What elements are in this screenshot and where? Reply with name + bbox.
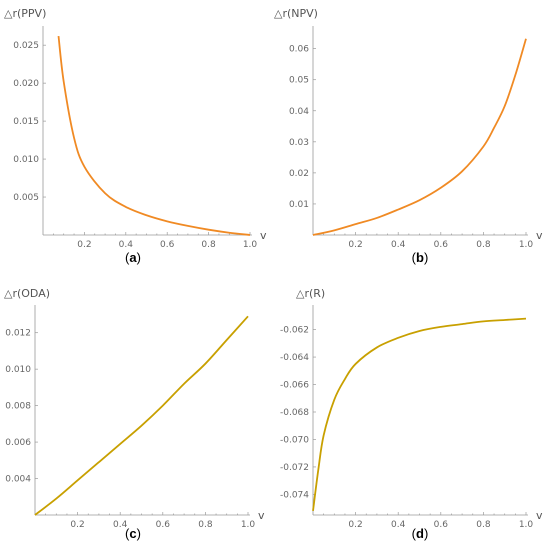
series-line	[312, 38, 527, 236]
x-tick-label: 0.6	[434, 520, 449, 530]
y-tick-label: -0.066	[280, 381, 309, 391]
x-axis-title: v	[258, 509, 265, 522]
x-tick-label: 0.2	[77, 240, 91, 250]
x-tick-label: 0.8	[198, 520, 213, 530]
x-tick-label: 0.4	[119, 240, 134, 250]
x-tick-label: 0.4	[113, 520, 128, 530]
x-tick-label: 0.8	[476, 240, 491, 250]
x-tick-label: 1.0	[243, 240, 258, 250]
y-axis-title: △r(PPV)	[4, 7, 46, 20]
chart-panel-c: 0.2 0.4 0.6 0.8 1.0 0.004 0.006 0.008 0.010 0.012…	[4, 287, 265, 541]
y-tick-label: 0.010	[13, 155, 39, 165]
x-tick-label: 0.4	[391, 240, 406, 250]
panel-caption: (d)	[412, 526, 429, 541]
x-tick-label: 1.0	[519, 240, 534, 250]
y-tick-label: 0.02	[289, 169, 309, 179]
y-tick-label: 0.025	[13, 41, 39, 51]
chart-panel-d: 0.2 0.4 0.6 0.8 1.0 -0.074 -0.072 -0.070 -0.068 -…	[280, 287, 543, 541]
x-tick-label: 1.0	[241, 520, 256, 530]
y-tick-label: -0.070	[280, 435, 309, 445]
series-line	[57, 35, 251, 236]
y-tick-label: 0.020	[13, 79, 39, 89]
panel-caption: (b)	[412, 250, 429, 265]
y-tick-label: -0.062	[280, 326, 309, 336]
y-tick-label: 0.06	[289, 45, 309, 55]
x-tick-label: 0.8	[201, 240, 216, 250]
y-tick-label: 0.004	[5, 475, 31, 485]
y-tick-label: 0.015	[13, 117, 39, 127]
series-line	[312, 317, 527, 511]
chart-panel-b: 0.2 0.4 0.6 0.8 1.0 0.01 0.02 0.03 0.04 0.05 0.06 △…	[274, 7, 543, 265]
y-tick-label: 0.05	[289, 76, 309, 86]
y-tick-label: -0.074	[280, 490, 309, 500]
x-tick-label: 0.6	[434, 240, 449, 250]
x-tick-label: 0.6	[160, 240, 175, 250]
y-tick-label: 0.012	[5, 329, 31, 339]
y-axis-title: △r(NPV)	[274, 7, 318, 20]
y-tick-label: 0.01	[289, 200, 309, 210]
y-tick-label: -0.064	[280, 353, 309, 363]
y-tick-label: 0.008	[5, 402, 31, 412]
y-tick-label: 0.04	[289, 107, 309, 117]
x-axis-title: v	[260, 229, 267, 242]
x-tick-label: 0.6	[156, 520, 171, 530]
x-tick-label: 0.4	[391, 520, 406, 530]
chart-panel-a: 0.2 0.4 0.6 0.8 1.0 0.005 0.010 0.015 0.020 0.025…	[4, 7, 267, 265]
x-tick-label: 0.2	[70, 520, 84, 530]
x-tick-label: 0.8	[476, 520, 491, 530]
x-tick-label: 0.2	[348, 240, 362, 250]
x-tick-label: 0.2	[348, 520, 362, 530]
y-axis-title: △r(R)	[296, 287, 325, 300]
y-axis-title: △r(ODA)	[4, 287, 50, 300]
y-tick-label: 0.010	[5, 365, 31, 375]
series-line	[34, 315, 249, 516]
y-tick-label: 0.005	[13, 193, 39, 203]
panel-caption: (c)	[125, 526, 141, 541]
x-axis-title: v	[536, 509, 543, 522]
x-tick-label: 1.0	[519, 520, 534, 530]
y-tick-label: 0.03	[289, 138, 309, 148]
panel-caption: (a)	[125, 250, 141, 265]
y-tick-label: -0.072	[280, 463, 309, 473]
y-tick-label: 0.006	[5, 438, 31, 448]
x-axis-title: v	[536, 229, 543, 242]
y-tick-label: -0.068	[280, 408, 309, 418]
